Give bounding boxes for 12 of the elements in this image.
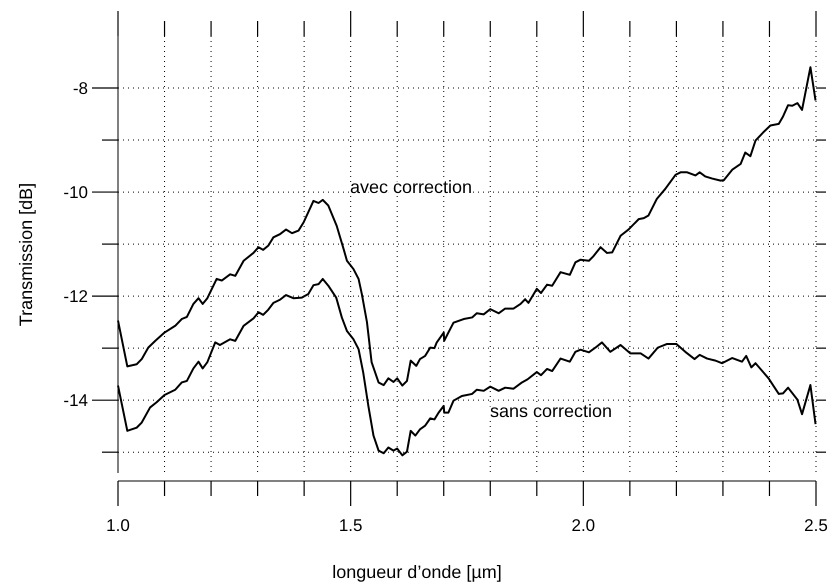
- y-tick-label: -12: [63, 287, 88, 306]
- y-tick-label: -8: [72, 78, 88, 98]
- x-tick-label: 2.5: [804, 516, 828, 535]
- x-tick-label: 1.5: [338, 516, 362, 535]
- series-label: sans correction: [490, 401, 612, 421]
- y-axis-title: Transmission [dB]: [16, 182, 36, 326]
- x-axis-title: longueur d’onde [µm]: [332, 562, 502, 582]
- x-tick-label: 2.0: [572, 516, 596, 535]
- series-label: avec correction: [350, 177, 472, 197]
- x-tick-label: 1.0: [106, 516, 130, 535]
- y-tick-label: -10: [63, 183, 88, 202]
- y-tick-label: -14: [63, 391, 88, 410]
